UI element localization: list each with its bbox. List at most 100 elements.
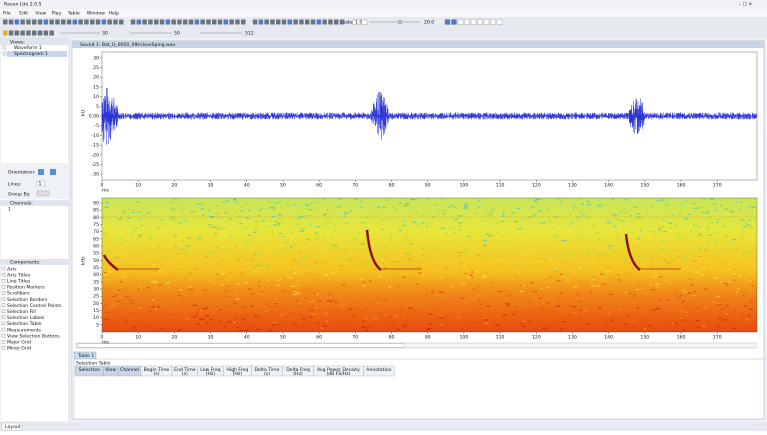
- tool-button[interactable]: [78, 19, 83, 25]
- tool-button[interactable]: [206, 19, 211, 25]
- tool-button[interactable]: [177, 19, 182, 25]
- component-checkbox[interactable]: [1, 327, 6, 332]
- tool-button[interactable]: [235, 19, 240, 25]
- view-item[interactable]: Spectrogram 1: [14, 51, 48, 57]
- tool-button[interactable]: [14, 30, 20, 36]
- tool-button[interactable]: [32, 30, 37, 36]
- tool-button[interactable]: [159, 19, 165, 25]
- tool-button[interactable]: [171, 19, 176, 25]
- view-item[interactable]: Waveform 1: [14, 45, 42, 51]
- tool-button[interactable]: [130, 19, 136, 25]
- component-checkbox[interactable]: [1, 315, 6, 319]
- tool-button[interactable]: [8, 30, 14, 36]
- tool-button[interactable]: [281, 19, 287, 25]
- component-item[interactable]: Selection Labels: [7, 315, 45, 321]
- tool-button[interactable]: [8, 19, 14, 25]
- tool-button[interactable]: [119, 19, 124, 25]
- tool-button[interactable]: [84, 19, 89, 25]
- component-item[interactable]: Selection Borders: [7, 297, 48, 303]
- tool-button[interactable]: [223, 19, 229, 25]
- tool-button[interactable]: [3, 30, 8, 36]
- tool-button[interactable]: [95, 19, 101, 25]
- layout-tab[interactable]: [1, 422, 23, 431]
- tool-button[interactable]: [276, 19, 281, 25]
- tool-button[interactable]: [444, 19, 451, 25]
- tool-button[interactable]: [483, 19, 490, 25]
- slider-thumb[interactable]: [397, 19, 403, 25]
- tool-button[interactable]: [328, 19, 333, 25]
- component-checkbox[interactable]: [1, 272, 6, 277]
- tool-button[interactable]: [43, 30, 49, 36]
- component-item[interactable]: Minor Grid: [7, 346, 31, 352]
- column-header[interactable]: [363, 365, 395, 377]
- component-item[interactable]: Axis Titles: [7, 272, 31, 278]
- tool-button[interactable]: [200, 19, 205, 25]
- tool-button[interactable]: [183, 19, 188, 25]
- tool-button[interactable]: [113, 19, 118, 25]
- component-checkbox[interactable]: [1, 285, 6, 289]
- tool-button[interactable]: [457, 19, 464, 25]
- tool-button[interactable]: [229, 19, 234, 25]
- tool-button[interactable]: [194, 19, 200, 25]
- component-item[interactable]: Selection Control Points: [7, 303, 62, 309]
- lines-field[interactable]: [36, 180, 46, 187]
- tool-button[interactable]: [464, 19, 470, 25]
- tool-button[interactable]: [72, 19, 78, 25]
- component-checkbox[interactable]: [1, 333, 6, 338]
- channel-item[interactable]: 1: [8, 207, 11, 213]
- component-item[interactable]: Measurements: [7, 327, 42, 333]
- tool-button[interactable]: [14, 19, 20, 25]
- tool-button[interactable]: [66, 19, 72, 25]
- orient-btn[interactable]: [38, 169, 44, 175]
- tool-button[interactable]: [299, 19, 304, 25]
- menu-item[interactable]: Edit: [19, 11, 28, 17]
- tool-button[interactable]: [43, 19, 49, 25]
- component-checkbox[interactable]: [1, 340, 6, 344]
- tool-button[interactable]: [142, 19, 147, 25]
- h-scrollbar[interactable]: [75, 342, 757, 349]
- tool-button[interactable]: [61, 19, 66, 25]
- component-item[interactable]: Scrollbars: [7, 291, 30, 297]
- tool-button[interactable]: [20, 19, 25, 25]
- component-item[interactable]: Selection Table: [7, 321, 42, 327]
- menu-item[interactable]: View: [35, 11, 46, 17]
- tool-button[interactable]: [293, 19, 298, 25]
- tool-button[interactable]: [305, 19, 310, 25]
- component-item[interactable]: Position Markers: [7, 285, 45, 291]
- tool-button[interactable]: [32, 19, 37, 25]
- menu-item[interactable]: Table: [67, 11, 80, 17]
- tool-button[interactable]: [212, 19, 217, 25]
- tool-button[interactable]: [148, 19, 153, 25]
- tool-button[interactable]: [287, 19, 293, 25]
- tool-button[interactable]: [49, 30, 54, 36]
- tool-button[interactable]: [322, 19, 327, 25]
- menu-item[interactable]: Help: [109, 11, 120, 17]
- component-item[interactable]: Axis: [7, 266, 17, 272]
- scroll-thumb[interactable]: [77, 343, 405, 348]
- menu-item[interactable]: Window: [87, 11, 105, 17]
- tool-button[interactable]: [37, 30, 43, 36]
- view-checkbox[interactable]: [2, 45, 7, 50]
- menu-item[interactable]: Play: [52, 11, 62, 17]
- tool-button[interactable]: [165, 19, 171, 25]
- tool-button[interactable]: [252, 19, 258, 25]
- tool-button[interactable]: [136, 19, 142, 25]
- component-checkbox[interactable]: [1, 297, 6, 301]
- tool-button[interactable]: [154, 19, 159, 25]
- tool-button[interactable]: [20, 30, 25, 36]
- tool-button[interactable]: [49, 19, 54, 25]
- tool-button[interactable]: [477, 19, 483, 25]
- window-controls[interactable]: – ☐ ✕: [739, 2, 752, 8]
- view-checkbox[interactable]: [2, 51, 7, 56]
- tool-button[interactable]: [496, 19, 503, 25]
- tool-button[interactable]: [3, 19, 8, 25]
- component-item[interactable]: View Selection Buttons: [7, 333, 60, 339]
- tool-button[interactable]: [55, 19, 60, 25]
- tool-button[interactable]: [241, 19, 246, 25]
- tool-button[interactable]: [470, 19, 477, 25]
- tool-button[interactable]: [339, 19, 345, 25]
- tool-button[interactable]: [264, 19, 269, 25]
- tool-button[interactable]: [490, 19, 496, 25]
- tool-button[interactable]: [217, 19, 223, 25]
- component-checkbox[interactable]: [1, 279, 6, 283]
